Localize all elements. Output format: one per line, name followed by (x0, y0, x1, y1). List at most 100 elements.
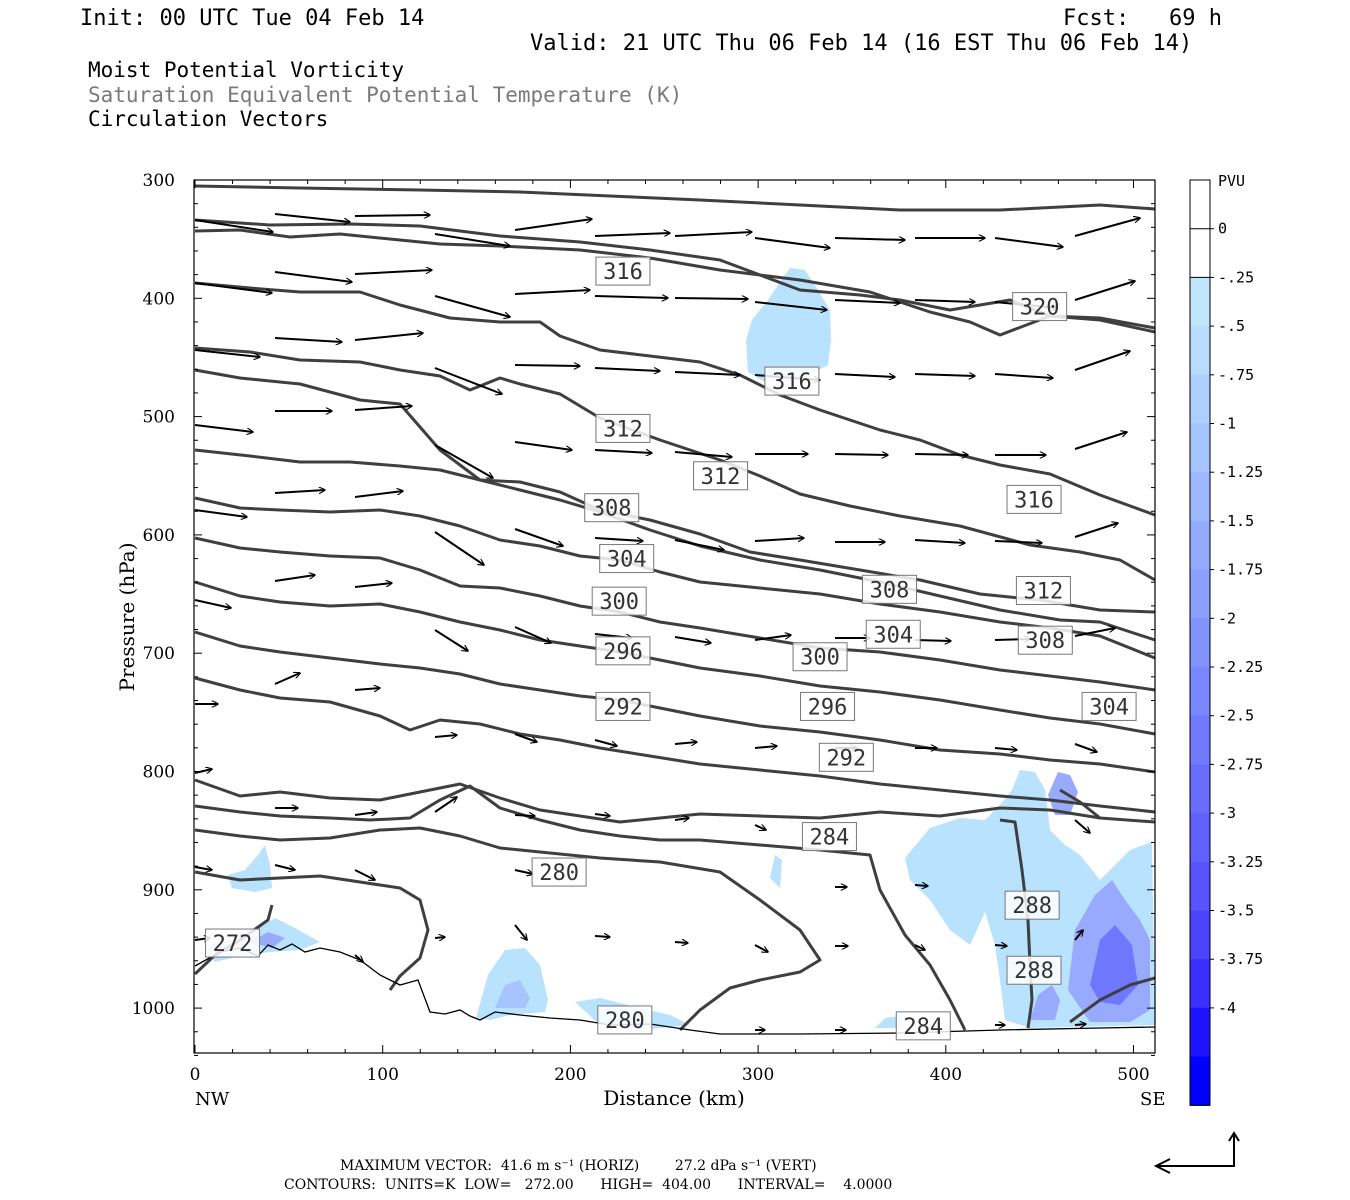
colorbar-label: -2.5 (1218, 707, 1254, 725)
vector-arrow (194, 867, 212, 870)
vector-arrow (1074, 523, 1118, 538)
vector-arrow (594, 537, 643, 541)
x-tick-labels: 0 100 200 300 400 500 (190, 1065, 1150, 1085)
contour-line (194, 630, 1156, 774)
colorbar-label: -.25 (1218, 268, 1254, 286)
contour-line (194, 826, 822, 1032)
pv-area-right-core3 (1030, 985, 1060, 1020)
contour-line (1069, 976, 1156, 1024)
pv-area-small (770, 855, 782, 888)
vector-arrow (354, 812, 377, 815)
x-tick-label: 100 (366, 1065, 398, 1085)
init-time: Init: 00 UTC Tue 04 Feb 14 (80, 6, 425, 31)
contour-label: 304 (599, 544, 655, 574)
contour-line (194, 346, 1156, 582)
vector-arrow (434, 367, 502, 394)
vector-arrow (354, 869, 375, 881)
vector-arrow (994, 748, 1017, 750)
vector-arrow (354, 333, 423, 341)
y-tick-label: 300 (143, 171, 175, 191)
contour-line (194, 536, 1156, 692)
colorbar-label: -1.5 (1218, 512, 1254, 530)
svg-text:272: 272 (213, 932, 253, 957)
vector-arrow (594, 936, 610, 937)
vector-arrow (434, 735, 457, 737)
colorbar-unit: PVU (1218, 172, 1245, 190)
vector-arrow (514, 815, 535, 816)
x-end-label-nw: NW (195, 1089, 230, 1110)
contour-label: 300 (591, 586, 647, 616)
contour-line (194, 448, 1156, 642)
colorbar-swatch (1190, 959, 1210, 1009)
svg-text:296: 296 (808, 695, 848, 720)
contour-line (194, 784, 967, 1031)
x-end-label-se: SE (1140, 1089, 1165, 1110)
contour-label: 316 (764, 366, 820, 396)
contour-line (194, 281, 1156, 517)
vector-arrow (1074, 743, 1097, 752)
vector-arrow (914, 640, 951, 641)
contour-label: 296 (800, 691, 856, 721)
colorbar-label: -1.75 (1218, 561, 1263, 579)
colorbar-swatch (1190, 715, 1210, 765)
svg-text:308: 308 (1025, 629, 1065, 654)
contour-line (194, 184, 1156, 212)
vector-arrow (514, 528, 563, 546)
svg-text:280: 280 (539, 861, 579, 886)
svg-text:300: 300 (599, 590, 639, 615)
vector-arrow (514, 219, 592, 231)
colorbar-label: -3.75 (1218, 950, 1263, 968)
contour-label: 320 (1012, 292, 1068, 322)
vector-arrow (274, 271, 352, 282)
colorbar-swatch (1190, 861, 1210, 911)
svg-text:304: 304 (1089, 695, 1129, 720)
colorbar-swatch (1190, 1007, 1210, 1058)
vector-arrow (514, 869, 533, 874)
colorbar-swatch (1190, 520, 1210, 571)
contour-line (194, 676, 1156, 814)
vector-arrow (514, 924, 527, 940)
vector-arrow (594, 233, 670, 237)
colorbar-label: -2.75 (1218, 755, 1263, 773)
colorbar-swatch (1190, 472, 1210, 522)
colorbar-swatch (1190, 764, 1210, 814)
pv-area-left (228, 845, 272, 892)
vector-arrow (1074, 351, 1130, 371)
vector-arrow (514, 441, 572, 450)
contour-label: 280 (531, 857, 587, 887)
y-tick-label: 600 (143, 526, 175, 546)
vector-arrow (274, 864, 295, 870)
vector-arrow (674, 636, 711, 643)
colorbar-label: -.5 (1218, 317, 1245, 335)
y-tick-label: 700 (143, 644, 175, 664)
vector-arrow (994, 541, 1042, 543)
x-axis-label: Distance (km) (603, 1086, 745, 1110)
svg-text:312: 312 (701, 465, 741, 490)
reference-vector-head-left (1153, 1158, 1171, 1174)
svg-text:300: 300 (800, 646, 840, 671)
colorbar-label: -.75 (1218, 366, 1254, 384)
plot-frame (193, 179, 1156, 1054)
terrain-line (194, 943, 1156, 1035)
colorbar-swatch (1190, 277, 1210, 327)
vector-arrow (274, 337, 342, 342)
vector-arrow (434, 937, 445, 938)
vector-arrow (914, 885, 928, 886)
y-tick-label: 400 (143, 289, 175, 309)
reference-vector-head-up (1228, 1131, 1240, 1142)
vector-arrow (514, 626, 551, 643)
footer-contours: CONTOURS: UNITS=K LOW= 272.00 HIGH= 404.… (284, 1177, 893, 1193)
circulation-vectors (194, 214, 1140, 1030)
y-tick-label: 1000 (132, 999, 175, 1019)
vector-arrow (994, 237, 1063, 247)
contour-label: 292 (595, 691, 651, 721)
vector-arrow (194, 219, 273, 232)
contour-labels: 316 320 316 312 312 316 308 304 308 312 300 304 308 2… (205, 256, 1137, 1041)
vector-arrow (914, 945, 925, 951)
x-tick-label: 0 (190, 1065, 201, 1085)
svg-text:316: 316 (772, 370, 812, 395)
vector-arrow (994, 373, 1053, 378)
vector-arrow (434, 444, 493, 478)
svg-text:284: 284 (903, 1015, 943, 1040)
colorbar-swatch (1190, 228, 1210, 278)
